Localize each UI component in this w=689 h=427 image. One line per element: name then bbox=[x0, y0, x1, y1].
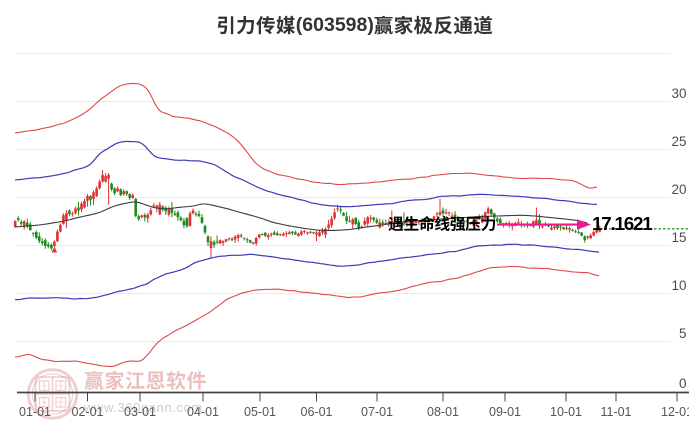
svg-text:30: 30 bbox=[671, 86, 686, 101]
svg-text:0: 0 bbox=[679, 376, 687, 391]
svg-text:09-01: 09-01 bbox=[489, 405, 521, 419]
svg-text:15: 15 bbox=[671, 230, 686, 245]
svg-text:06-01: 06-01 bbox=[301, 405, 333, 419]
svg-text:20: 20 bbox=[671, 182, 686, 197]
svg-text:10-01: 10-01 bbox=[550, 405, 582, 419]
svg-text:08-01: 08-01 bbox=[427, 405, 459, 419]
svg-text:01-01: 01-01 bbox=[19, 405, 51, 419]
svg-text:05-01: 05-01 bbox=[244, 405, 276, 419]
svg-text:11-01: 11-01 bbox=[600, 405, 631, 419]
svg-text:04-01: 04-01 bbox=[187, 405, 219, 419]
svg-text:(603598): (603598) bbox=[296, 14, 374, 36]
svg-text:25: 25 bbox=[671, 134, 686, 149]
svg-text:www.360gann.com: www.360gann.com bbox=[83, 400, 203, 415]
svg-text:03-01: 03-01 bbox=[124, 405, 156, 419]
svg-text:17.1621: 17.1621 bbox=[592, 213, 652, 234]
svg-text:02-01: 02-01 bbox=[72, 405, 104, 419]
svg-text:5: 5 bbox=[679, 326, 687, 341]
svg-text:07-01: 07-01 bbox=[361, 405, 393, 419]
svg-text:12-01: 12-01 bbox=[661, 405, 689, 419]
svg-text:10: 10 bbox=[671, 278, 686, 293]
